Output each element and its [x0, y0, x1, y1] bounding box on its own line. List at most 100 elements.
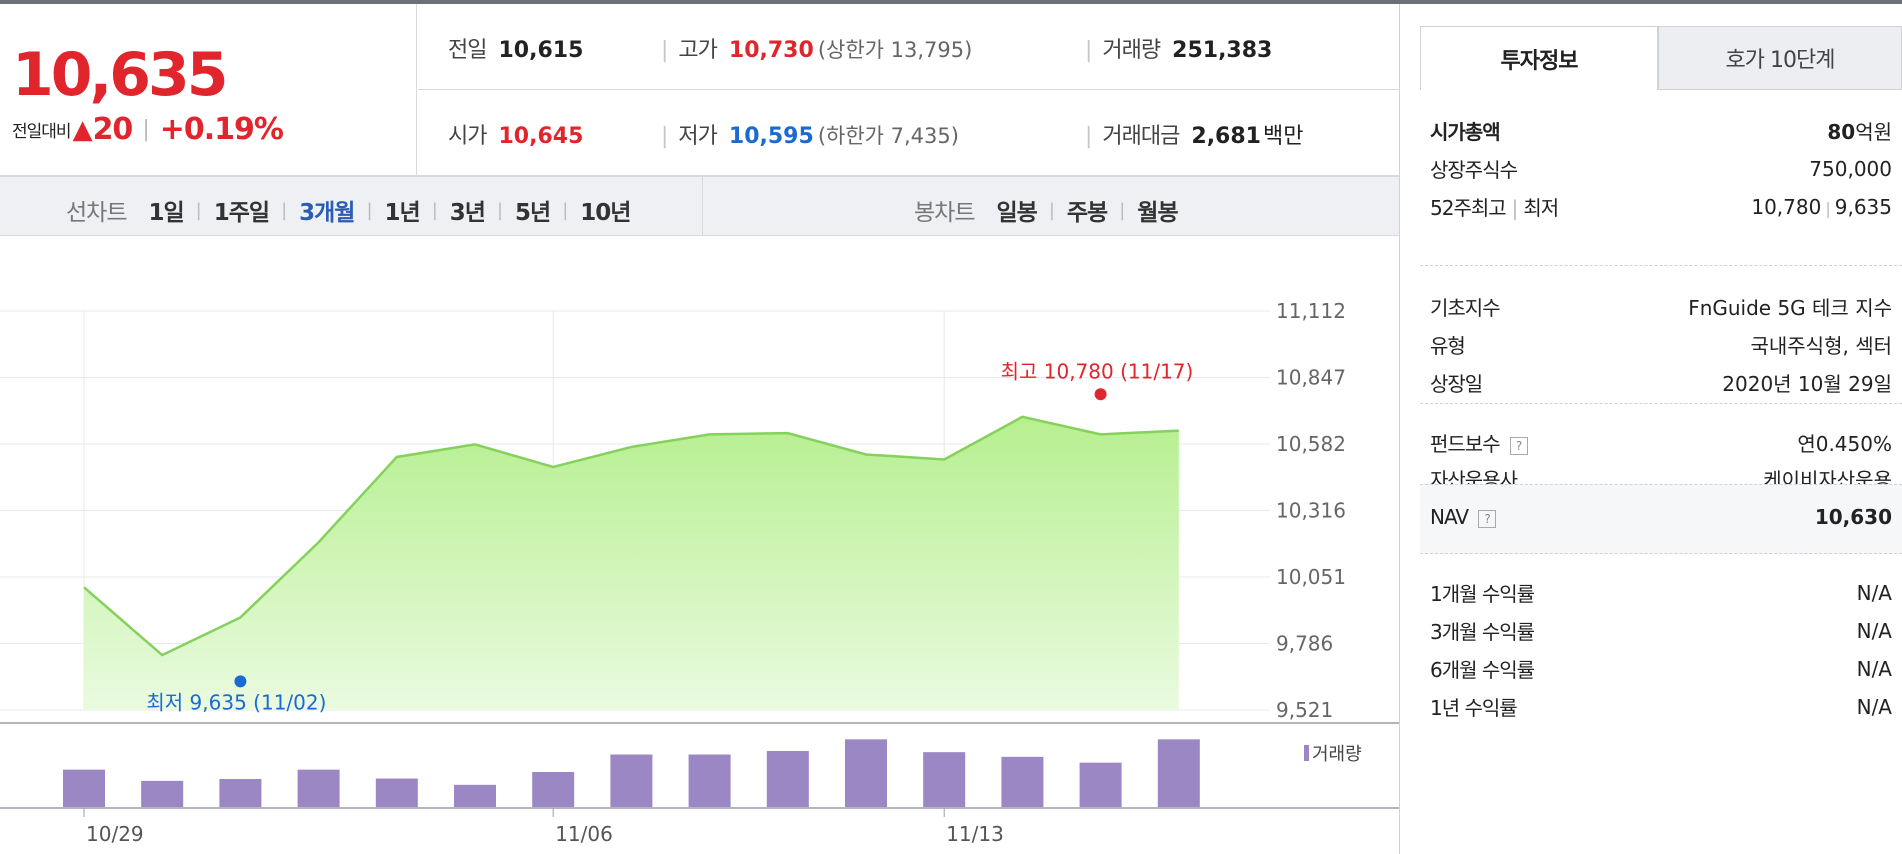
price-area: [84, 416, 1179, 710]
divider: |: [281, 199, 288, 221]
type-label: 유형: [1430, 334, 1466, 358]
tab-10year[interactable]: 10년: [580, 200, 631, 226]
tab-3year[interactable]: 3년: [449, 200, 486, 226]
tab-1week[interactable]: 1주일: [213, 200, 270, 226]
tab-3month[interactable]: 3개월: [299, 200, 355, 226]
price-summary: 10,635 전일대비 ▲ 20 | +0.19% 전일 10,615 | 고가 10…: [0, 4, 1399, 176]
prev-label: 전일: [448, 38, 487, 63]
divider: |: [562, 199, 569, 221]
stat-open: 시가 10,645: [448, 118, 583, 150]
divider: |: [366, 199, 373, 221]
up-triangle-icon: ▲: [72, 114, 93, 145]
divider: |: [142, 117, 150, 142]
volume-bar: [1157, 739, 1200, 807]
y-tick-label: 10,847: [1276, 366, 1346, 390]
divider: |: [1119, 199, 1126, 221]
nav-label-text: NAV: [1430, 505, 1469, 529]
volume-value: 251,383: [1172, 38, 1273, 63]
stat-high: | 고가 10,730 (상한가 13,795): [661, 32, 972, 64]
volume-bar: [610, 754, 653, 807]
tab-1year[interactable]: 1년: [384, 200, 421, 226]
week52-low: 9,635: [1834, 194, 1892, 219]
panel-divider: [1399, 4, 1400, 854]
volume-bar: [141, 780, 184, 807]
divider: |: [661, 38, 669, 63]
volume-legend-swatch: [1304, 745, 1309, 761]
investment-info-panel: 투자정보 호가 10단계 시가총액 80억원 상장주식수 750,000 52주…: [1420, 26, 1902, 854]
volume-bar: [219, 779, 262, 807]
tab-daily-candle[interactable]: 일봉: [996, 200, 1037, 226]
high-value: 10,730: [728, 38, 814, 63]
lower-limit: (하한가 7,435): [817, 124, 959, 148]
chart-canvas: 11,112 10,847 10,582 10,316 10,051 9,786 9,521…: [0, 299, 1399, 846]
index-row: 기초지수 FnGuide 5G 테크 지수: [1430, 292, 1892, 321]
y-tick-label: 9,521: [1276, 698, 1333, 722]
open-value: 10,645: [498, 124, 584, 149]
fee-label-text: 펀드보수: [1430, 432, 1501, 456]
return-1y-value: N/A: [1856, 694, 1892, 719]
high-label: 고가: [678, 38, 717, 63]
return-3m-value: N/A: [1856, 618, 1892, 643]
tab-1day[interactable]: 1일: [148, 200, 184, 226]
change-percent: +0.19%: [159, 112, 284, 147]
market-cap-row: 시가총액 80억원: [1430, 116, 1892, 145]
price-stats: 전일 10,615 | 고가 10,730 (상한가 13,795) | 거래량 251,3…: [418, 4, 1399, 176]
return-3m-row: 3개월 수익률 N/A: [1430, 616, 1892, 645]
return-6m-label: 6개월 수익률: [1430, 658, 1535, 682]
divider: |: [1085, 38, 1093, 63]
high-annotation-label: 최고 10,780 (11/17): [1001, 359, 1194, 383]
shares-value: 750,000: [1809, 156, 1892, 181]
x-tick-label: 11/13: [946, 822, 1004, 846]
volume-bar: [766, 751, 809, 807]
tab-5year[interactable]: 5년: [515, 200, 551, 226]
amount-label: 거래대금: [1102, 124, 1180, 149]
volume-label: 거래량: [1102, 38, 1161, 63]
fee-row: 펀드보수? 연0.450%: [1430, 428, 1892, 457]
return-6m-value: N/A: [1856, 656, 1892, 681]
tab-order-book-10[interactable]: 호가 10단계: [1658, 26, 1902, 90]
market-cap-value: 80억원: [1827, 116, 1892, 145]
low-point-marker: [234, 675, 247, 688]
candle-chart-tabs: 봉차트 일봉 | 주봉 | 월봉: [914, 193, 1179, 227]
tab-weekly-candle[interactable]: 주봉: [1066, 200, 1108, 226]
fee-section: 펀드보수? 연0.450% 자산운용사 케이비자산운용: [1420, 404, 1902, 492]
prev-value: 10,615: [498, 38, 584, 63]
week52-label: 52주최고 | 최저: [1430, 192, 1559, 221]
current-price: 10,635: [12, 40, 229, 110]
divider: |: [431, 199, 438, 221]
line-chart-tabs: 선차트 1일 | 1주일 | 3개월 | 1년 | 3년 | 5년 | 10년: [66, 193, 631, 227]
market-cap-unit: 억원: [1855, 120, 1892, 144]
amount-value: 2,681: [1191, 124, 1261, 149]
market-info-section: 시가총액 80억원 상장주식수 750,000 52주최고 | 최저 10,780 |…: [1420, 90, 1902, 266]
volume-bar: [375, 778, 418, 807]
help-icon[interactable]: ?: [1509, 436, 1528, 455]
tab-investment-info[interactable]: 투자정보: [1420, 26, 1658, 90]
volume-bar: [845, 739, 887, 807]
current-price-box: 10,635 전일대비 ▲ 20 | +0.19%: [0, 4, 417, 176]
week52-high: 10,780: [1751, 194, 1822, 219]
stat-prev-close: 전일 10,615: [448, 32, 583, 64]
x-tick-label: 10/29: [86, 822, 144, 846]
week52-low-label: 최저: [1523, 196, 1559, 220]
shares-row: 상장주식수 750,000: [1430, 154, 1892, 183]
tab-monthly-candle[interactable]: 월봉: [1137, 200, 1178, 226]
volume-bar: [1079, 762, 1122, 807]
upper-limit: (상한가 13,795): [817, 38, 973, 62]
divider: |: [661, 124, 669, 149]
returns-section: 1개월 수익률 N/A 3개월 수익률 N/A 6개월 수익률 N/A 1년 수…: [1420, 554, 1902, 721]
nav-value: 10,630: [1814, 505, 1892, 529]
change-label: 전일대비: [12, 122, 72, 142]
listing-value: 2020년 10월 29일: [1722, 372, 1892, 396]
y-tick-label: 10,582: [1276, 432, 1346, 456]
return-1m-row: 1개월 수익률 N/A: [1430, 578, 1892, 607]
amount-unit: 백만: [1262, 124, 1304, 149]
fund-info-section: 기초지수 FnGuide 5G 테크 지수 유형 국내주식형, 섹터 상장일 2…: [1420, 266, 1902, 404]
low-label: 저가: [678, 124, 717, 149]
index-value: FnGuide 5G 테크 지수: [1688, 296, 1892, 320]
tab-divider: [702, 177, 703, 236]
stat-volume: | 거래량 251,383: [1085, 32, 1272, 64]
listing-row: 상장일 2020년 10월 29일: [1430, 368, 1892, 397]
chart-period-tabs: 선차트 1일 | 1주일 | 3개월 | 1년 | 3년 | 5년 | 10년 봉차트 일봉…: [0, 176, 1399, 236]
help-icon[interactable]: ?: [1478, 509, 1497, 528]
divider: |: [1511, 196, 1519, 220]
